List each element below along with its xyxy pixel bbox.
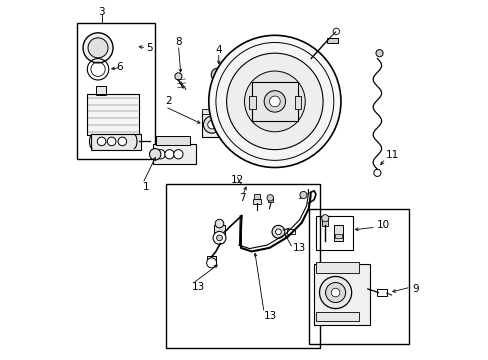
Text: 13: 13: [264, 311, 277, 321]
Bar: [214, 79, 221, 84]
Text: 2: 2: [165, 96, 171, 107]
Circle shape: [211, 68, 224, 81]
Circle shape: [216, 235, 222, 241]
Bar: [294, 96, 300, 109]
Circle shape: [214, 72, 220, 77]
Bar: [87, 94, 139, 135]
Text: 11: 11: [385, 150, 398, 160]
Bar: [313, 264, 369, 325]
Text: 9: 9: [411, 284, 418, 294]
Bar: [165, 184, 319, 348]
Bar: [156, 136, 190, 145]
Bar: [322, 219, 327, 226]
Circle shape: [269, 96, 280, 107]
Text: 10: 10: [376, 220, 389, 230]
Circle shape: [215, 219, 224, 228]
Circle shape: [321, 215, 328, 222]
Circle shape: [203, 116, 220, 133]
Bar: [254, 194, 259, 199]
Bar: [315, 216, 353, 249]
Circle shape: [213, 231, 225, 244]
Circle shape: [149, 149, 161, 160]
Bar: [315, 262, 358, 273]
Circle shape: [206, 258, 216, 268]
Text: 4: 4: [215, 45, 222, 55]
Bar: [153, 144, 196, 164]
Circle shape: [118, 137, 126, 146]
Bar: [286, 229, 294, 234]
Text: 7: 7: [239, 193, 245, 203]
Circle shape: [373, 169, 380, 176]
Bar: [206, 256, 216, 263]
Bar: [267, 198, 272, 202]
Circle shape: [275, 229, 281, 235]
Text: 13: 13: [292, 243, 305, 253]
Circle shape: [332, 28, 339, 35]
Bar: [326, 37, 337, 43]
Circle shape: [226, 53, 323, 150]
Circle shape: [83, 33, 113, 63]
Circle shape: [244, 71, 305, 132]
Bar: [214, 84, 221, 88]
Circle shape: [208, 35, 340, 167]
Circle shape: [97, 137, 106, 146]
Text: 13: 13: [191, 282, 204, 292]
Circle shape: [216, 42, 333, 160]
Circle shape: [175, 73, 182, 80]
Circle shape: [258, 85, 290, 117]
Circle shape: [266, 195, 273, 201]
Circle shape: [271, 225, 285, 238]
Text: 5: 5: [146, 43, 153, 53]
Circle shape: [156, 150, 165, 159]
Circle shape: [325, 283, 345, 302]
Bar: [248, 96, 255, 109]
Circle shape: [375, 50, 382, 57]
Circle shape: [173, 150, 183, 159]
Circle shape: [331, 288, 339, 297]
Text: 6: 6: [116, 63, 122, 72]
Circle shape: [164, 150, 174, 159]
Bar: [308, 208, 408, 344]
Bar: [201, 112, 222, 137]
Text: 8: 8: [175, 37, 182, 48]
Circle shape: [299, 192, 306, 199]
Circle shape: [319, 276, 351, 309]
Circle shape: [264, 91, 285, 112]
Bar: [253, 199, 261, 203]
Bar: [91, 134, 141, 150]
Text: 12: 12: [230, 175, 244, 185]
Bar: [251, 82, 298, 121]
Bar: [214, 225, 224, 237]
Bar: [334, 234, 341, 238]
Bar: [202, 109, 221, 114]
Bar: [333, 225, 342, 241]
Circle shape: [88, 38, 108, 58]
Bar: [77, 23, 155, 158]
Text: 3: 3: [98, 7, 105, 17]
Bar: [376, 289, 386, 296]
Circle shape: [107, 137, 116, 146]
Bar: [315, 312, 358, 321]
Text: 1: 1: [142, 182, 149, 192]
Bar: [95, 86, 106, 95]
Circle shape: [207, 120, 216, 129]
